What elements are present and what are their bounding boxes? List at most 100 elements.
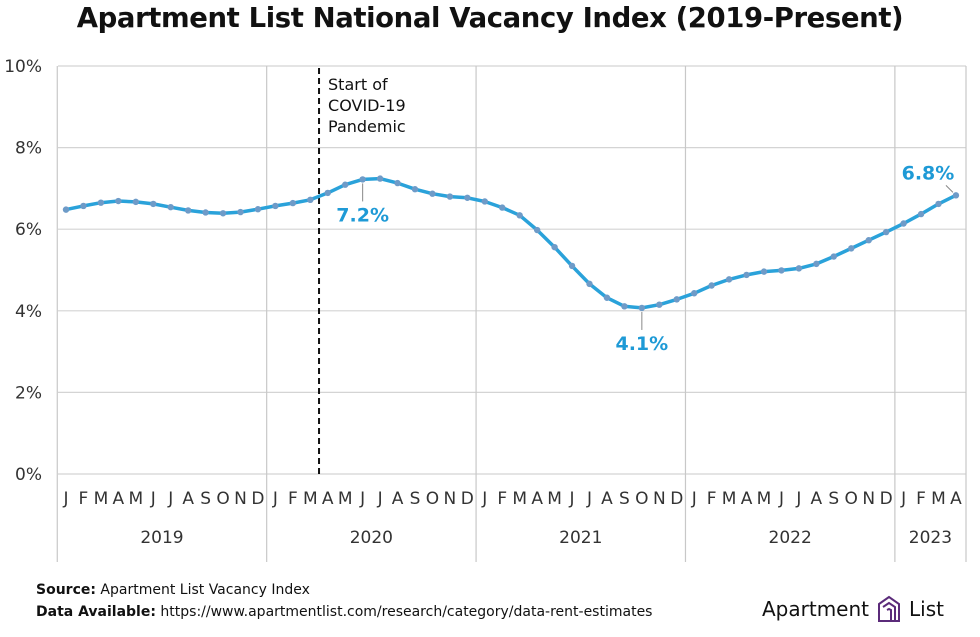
data-point	[307, 196, 314, 204]
data-point	[586, 280, 593, 288]
x-tick-month: D	[880, 489, 893, 509]
x-tick-month: A	[182, 489, 194, 509]
x-tick-month: N	[234, 489, 247, 509]
data-point	[673, 296, 680, 303]
data-point	[743, 271, 750, 279]
x-year-label: 2023	[909, 528, 952, 548]
x-tick-month: F	[916, 489, 926, 509]
data-point	[760, 268, 768, 275]
data-point	[394, 179, 401, 187]
x-tick-month: J	[359, 489, 365, 509]
source-line: Source: Apartment List Vacancy Index	[36, 582, 310, 598]
data-point	[882, 228, 890, 236]
data-point	[80, 202, 87, 210]
data-point	[813, 260, 820, 268]
x-tick-month: J	[62, 489, 68, 509]
callout-label: 4.1%	[615, 333, 668, 355]
series-line	[64, 176, 958, 310]
data-point	[411, 186, 419, 193]
data-available-url: https://www.apartmentlist.com/research/c…	[160, 604, 653, 620]
x-tick-month: M	[94, 489, 109, 509]
x-tick-month: D	[461, 489, 474, 509]
data-available-line: Data Available: https://www.apartmentlis…	[36, 604, 652, 620]
x-tick-month: D	[670, 489, 683, 509]
series-vacancy	[62, 175, 960, 312]
source-label: Source:	[36, 582, 96, 598]
source-text: Apartment List Vacancy Index	[100, 582, 310, 598]
data-point	[499, 204, 506, 211]
x-tick-month: M	[757, 489, 772, 509]
y-tick-label: 8%	[15, 139, 42, 159]
data-point	[150, 200, 157, 208]
data-point	[464, 194, 471, 201]
x-year-label: 2020	[350, 528, 393, 548]
callout-label: 6.8%	[902, 162, 955, 184]
data-point	[359, 176, 366, 183]
data-point	[691, 290, 698, 297]
data-point	[62, 206, 70, 213]
data-point	[725, 276, 733, 283]
brand-text-right: List	[909, 597, 944, 621]
data-point	[848, 245, 855, 252]
y-tick-label: 10%	[4, 57, 42, 77]
data-point	[446, 193, 454, 200]
y-tick-label: 6%	[15, 220, 42, 240]
x-tick-month: M	[547, 489, 562, 509]
x-year-label: 2019	[140, 528, 183, 548]
callout-leader	[945, 184, 954, 193]
data-point	[638, 304, 646, 312]
x-tick-month: M	[338, 489, 353, 509]
x-tick-month: J	[586, 489, 592, 509]
x-tick-month: A	[322, 489, 334, 509]
x-tick-month: J	[778, 489, 784, 509]
x-tick-month: F	[707, 489, 717, 509]
x-tick-month: O	[845, 489, 858, 509]
x-tick-month: M	[512, 489, 527, 509]
data-point	[272, 202, 279, 210]
data-point	[778, 267, 785, 274]
data-point	[324, 189, 331, 197]
brand-text-left: Apartment	[762, 597, 870, 621]
x-tick-month: A	[741, 489, 753, 509]
chart-title: Apartment List National Vacancy Index (2…	[76, 2, 904, 34]
data-point	[533, 226, 541, 234]
data-point	[795, 265, 803, 272]
data-point	[132, 198, 139, 206]
x-tick-month: O	[216, 489, 229, 509]
data-point	[115, 197, 122, 205]
x-tick-month: M	[128, 489, 143, 509]
callout-label: 7.2%	[336, 204, 389, 226]
covid-annotation-text: Pandemic	[328, 117, 406, 136]
x-tick-month: F	[497, 489, 507, 509]
data-point	[708, 282, 715, 289]
x-tick-month: O	[635, 489, 648, 509]
data-point	[656, 301, 663, 308]
data-point	[900, 220, 907, 227]
x-tick-month: A	[950, 489, 962, 509]
data-available-label: Data Available:	[36, 604, 156, 620]
x-tick-month: J	[691, 489, 697, 509]
x-tick-month: N	[862, 489, 875, 509]
data-point	[481, 198, 488, 205]
x-tick-month: D	[251, 489, 264, 509]
covid-annotation: Start of COVID-19 Pandemic	[318, 68, 406, 474]
x-tick-month: O	[426, 489, 439, 509]
brand-logo: Apartment List	[762, 594, 944, 624]
x-tick-month: S	[410, 489, 421, 509]
x-tick-month: S	[200, 489, 211, 509]
data-point	[952, 192, 960, 199]
data-point	[376, 175, 384, 182]
data-point	[917, 210, 925, 218]
data-point	[621, 303, 628, 310]
data-point	[935, 200, 942, 208]
x-tick-month: J	[272, 489, 278, 509]
x-tick-month: M	[931, 489, 946, 509]
x-tick-month: N	[653, 489, 666, 509]
x-year-label: 2022	[769, 528, 812, 548]
data-point	[289, 199, 297, 207]
data-point	[516, 212, 523, 219]
x-tick-month: N	[444, 489, 457, 509]
data-point	[254, 206, 262, 213]
